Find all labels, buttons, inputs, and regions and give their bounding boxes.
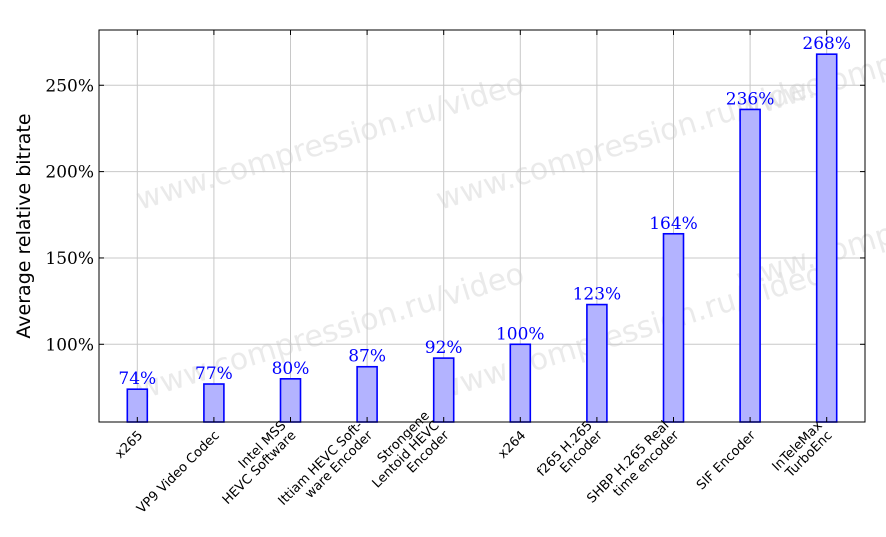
x-tick-label: f265 H.265Encoder [534, 418, 606, 490]
bar-value-label: 164% [649, 214, 698, 234]
bar-value-label: 123% [573, 285, 622, 305]
bar-value-label: 74% [118, 369, 156, 389]
y-axis-label: Average relative bitrate [13, 113, 35, 338]
x-tick-label-line: x264 [496, 428, 530, 462]
x-tick-label: VP9 Video Codec [134, 428, 222, 516]
bar [203, 383, 225, 423]
y-tick-label: 150% [45, 249, 94, 269]
y-axis-ticks: 100% 150% 200% 250% [45, 76, 865, 355]
x-tick-label: x265 [113, 428, 147, 462]
bar [586, 303, 608, 423]
bar [356, 365, 378, 423]
x-tick-label-line: VP9 Video Codec [134, 428, 222, 516]
bar-value-label: 87% [348, 347, 386, 367]
plot-frame [98, 29, 866, 423]
bar [739, 108, 761, 423]
bar-value-label: 92% [425, 338, 463, 358]
x-tick-label-line: SIF Encoder [694, 428, 759, 493]
grid-lines [99, 30, 865, 422]
bar [815, 53, 838, 423]
bar-value-label: 77% [195, 364, 233, 384]
x-tick-label: SIF Encoder [694, 428, 759, 493]
bar-value-label: 236% [726, 89, 775, 109]
bar [662, 232, 685, 423]
bar [432, 357, 455, 423]
y-tick-label: 100% [45, 335, 94, 355]
bars: 74% 77% 80% 87% 92% 100% 123% 164% 236% 268% [118, 34, 851, 423]
bar-value-label: 100% [496, 324, 545, 344]
x-tick-label: InTeleMaxTurboEnc [770, 418, 836, 484]
x-tick-label-line: x265 [113, 428, 147, 462]
x-tick-label: x264 [496, 428, 530, 462]
watermark-layer: www.compression.ru/videowww.compression.… [132, 0, 886, 408]
bar [279, 378, 302, 423]
bar [509, 343, 532, 423]
bar-value-label: 80% [272, 359, 310, 379]
y-tick-label: 250% [45, 76, 94, 96]
y-tick-label: 200% [45, 163, 94, 183]
bar-value-label: 268% [802, 34, 851, 54]
